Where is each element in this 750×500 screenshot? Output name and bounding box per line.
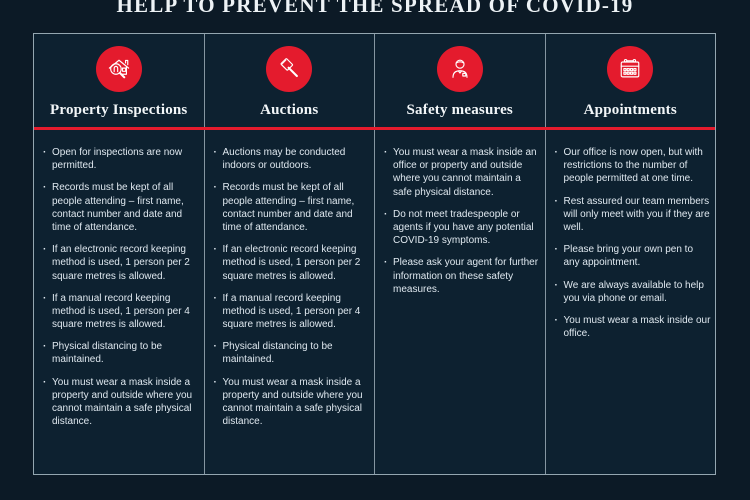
column-title: Safety measures: [406, 102, 513, 118]
bullet-dot: ·: [384, 257, 388, 269]
page-title: HELP TO PREVENT THE SPREAD OF COVID-19: [116, 0, 634, 17]
bullet-text: You must wear a mask inside a property a…: [52, 376, 193, 428]
bullet-text: Do not meet tradespeople or agents if yo…: [393, 208, 534, 247]
column-title: Auctions: [260, 102, 319, 118]
column-safety-measures: Safety measures · You must wear a mask in…: [375, 34, 546, 474]
bullet-text: If a manual record keeping method is use…: [222, 292, 361, 331]
bullet-item: · Open for inspections are now permitted.: [43, 146, 200, 172]
column-title: Property Inspections: [50, 102, 188, 118]
column-header: Property Inspections: [34, 34, 204, 130]
bullet-item: · You must wear a mask inside an office o…: [384, 146, 541, 199]
bullet-item: · If a manual record keeping method is us…: [43, 292, 200, 332]
bullet-dot: ·: [554, 279, 558, 291]
bullet-text: Our office is now open, but with restric…: [563, 147, 703, 185]
bullet-item: · You must wear a mask inside our office.: [555, 314, 712, 340]
bullet-text: Records must be kept of all people atten…: [222, 182, 355, 233]
bullet-list: · Our office is now open, but with restri…: [546, 130, 716, 349]
bullet-item: · If an electronic record keeping method …: [43, 243, 200, 283]
bullet-text: We are always available to help you via …: [563, 279, 704, 304]
bullet-text: Records must be kept of all people atten…: [52, 182, 184, 233]
bullet-item: · Auctions may be conducted indoors or ou…: [214, 146, 371, 172]
bullet-text: If a manual record keeping method is use…: [52, 292, 190, 331]
column-auctions: Auctions · Auctions may be conducted indo…: [205, 34, 375, 474]
info-table: Property Inspections · Open for inspectio…: [33, 33, 716, 475]
bullet-dot: ·: [43, 376, 47, 388]
bullet-text: Rest assured our team members will only …: [563, 195, 710, 233]
bullet-dot: ·: [554, 314, 558, 326]
bullet-dot: ·: [43, 341, 47, 353]
column-appointments: Appointments · Our office is now open, bu…: [546, 34, 716, 474]
agent-icon: [446, 55, 474, 83]
house-magnifier-icon: [105, 55, 133, 83]
bullet-dot: ·: [213, 376, 217, 388]
bullet-dot: ·: [554, 147, 558, 158]
bullet-item: · We are always available to help you via…: [555, 279, 712, 305]
bullet-dot: ·: [43, 292, 47, 304]
bullet-item: · You must wear a mask inside a property …: [43, 376, 200, 429]
bullet-item: · If a manual record keeping method is us…: [214, 292, 371, 332]
bullet-item: · If an electronic record keeping method …: [214, 243, 371, 283]
bullet-dot: ·: [43, 182, 47, 194]
column-header: Appointments: [546, 34, 716, 130]
icon-circle: [436, 46, 483, 92]
bullet-item: · Physical distancing to be maintained.: [214, 340, 371, 366]
column-header: Auctions: [205, 34, 375, 130]
red-divider-line: [34, 127, 715, 130]
bullet-dot: ·: [554, 195, 558, 207]
bullet-list: · Open for inspections are now permitted.…: [34, 130, 204, 437]
bullet-item: · Please bring your own pen to any appoin…: [555, 243, 712, 269]
bullet-text: Please ask your agent for further inform…: [393, 257, 539, 295]
column-property-inspections: Property Inspections · Open for inspectio…: [34, 34, 205, 474]
bullet-dot: ·: [213, 292, 217, 304]
bullet-item: · You must wear a mask inside a property …: [214, 376, 371, 429]
bullet-item: · Please ask your agent for further infor…: [384, 256, 541, 296]
gavel-icon: [275, 55, 303, 83]
bullet-text: Physical distancing to be maintained.: [222, 341, 333, 366]
icon-circle: [266, 46, 313, 92]
icon-circle: [607, 46, 654, 92]
bullet-dot: ·: [213, 341, 217, 353]
bullet-dot: ·: [384, 208, 388, 220]
bullet-item: · Records must be kept of all people atte…: [214, 181, 371, 234]
bullet-text: You must wear a mask inside our office.: [563, 314, 711, 340]
bullet-list: · Auctions may be conducted indoors or ou…: [205, 130, 375, 437]
column-title: Appointments: [583, 102, 677, 118]
calendar-icon: [616, 55, 644, 83]
bullet-text: If an electronic record keeping method i…: [52, 244, 190, 282]
column-header: Safety measures: [375, 34, 545, 130]
bullet-dot: ·: [213, 244, 217, 256]
bullet-text: You must wear a mask inside a property a…: [222, 376, 363, 428]
bullet-item: · Our office is now open, but with restri…: [555, 146, 712, 186]
bullet-text: Please bring your own pen to any appoint…: [563, 244, 694, 269]
bullet-text: You must wear a mask inside an office or…: [393, 147, 537, 198]
bullet-text: Auctions may be conducted indoors or out…: [222, 147, 346, 172]
icon-circle: [95, 46, 142, 92]
bullet-item: · Rest assured our team members will only…: [555, 195, 712, 235]
bullet-dot: ·: [213, 182, 217, 194]
bullet-item: · Physical distancing to be maintained.: [43, 340, 200, 366]
bullet-text: Physical distancing to be maintained.: [52, 341, 163, 366]
bullet-dot: ·: [384, 147, 388, 158]
bullet-item: · Do not meet tradespeople or agents if y…: [384, 208, 541, 248]
bullet-text: Open for inspections are now permitted.: [52, 147, 183, 172]
bullet-item: · Records must be kept of all people atte…: [43, 181, 200, 234]
bullet-list: · You must wear a mask inside an office o…: [375, 130, 545, 305]
bullet-dot: ·: [554, 244, 558, 256]
bullet-dot: ·: [43, 244, 47, 256]
bullet-dot: ·: [213, 147, 217, 158]
bullet-dot: ·: [43, 147, 47, 158]
bullet-text: If an electronic record keeping method i…: [222, 244, 361, 282]
